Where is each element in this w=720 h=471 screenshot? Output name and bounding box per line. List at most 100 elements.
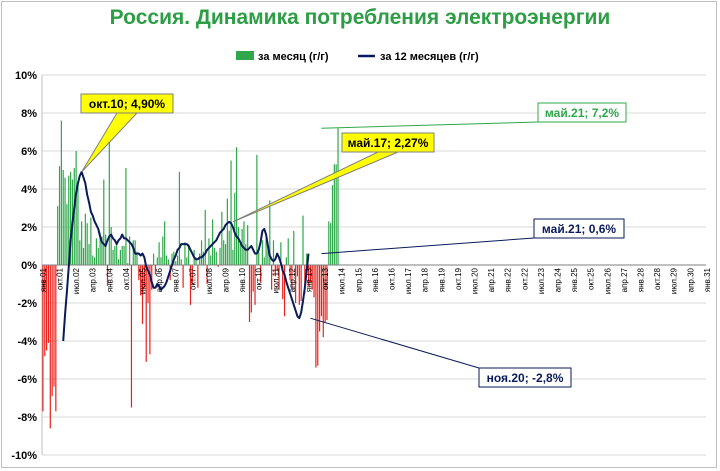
x-tick-label: янв.28 [637, 267, 646, 292]
bar [44, 265, 46, 357]
bar [293, 230, 295, 265]
bar [307, 265, 310, 286]
bar [247, 225, 249, 265]
bar [298, 265, 300, 305]
bar [335, 164, 337, 265]
annotation-leader [321, 237, 535, 255]
x-tick-label: апр.24 [554, 267, 563, 292]
bar [272, 240, 275, 265]
x-tick-label: июл.02 [72, 267, 81, 294]
bar [105, 234, 107, 265]
x-tick-label: янв.01 [39, 267, 48, 292]
bar [195, 257, 197, 265]
bar [263, 257, 265, 265]
bar [130, 265, 133, 408]
bar [141, 265, 144, 324]
x-tick-label: окт.01 [56, 267, 65, 289]
x-tick-label: июл.08 [205, 267, 214, 294]
bar [248, 265, 251, 322]
bar [239, 244, 241, 265]
x-tick-label: апр.12 [288, 267, 297, 292]
x-tick-label: янв.10 [238, 267, 247, 292]
bar [330, 223, 332, 265]
bar [182, 265, 184, 288]
bar [66, 204, 68, 265]
bar [289, 265, 291, 281]
x-tick-label: окт.04 [122, 267, 131, 289]
bar [116, 242, 118, 265]
bar [267, 246, 269, 265]
bar [282, 265, 284, 300]
bar [235, 147, 238, 265]
x-axis: янв.01 окт.01 июл.02 апр.03 янв.04 окт.04 июл.… [39, 264, 712, 294]
bar [204, 209, 206, 265]
y-tick-label: -2% [17, 298, 37, 310]
bar [186, 257, 188, 265]
x-tick-label: янв.22 [504, 267, 513, 292]
bar [69, 171, 72, 265]
annotation: ноя.20; -2,8% [310, 317, 572, 388]
bar [171, 253, 173, 265]
bar [176, 255, 179, 265]
bar [123, 246, 125, 265]
x-tick-label: апр.06 [155, 267, 164, 292]
bar [151, 265, 153, 290]
bar [315, 265, 317, 368]
bar [232, 249, 234, 265]
bar [285, 257, 287, 265]
bar [210, 255, 212, 265]
bar [200, 240, 203, 265]
bar [287, 238, 289, 265]
bar [213, 247, 216, 265]
bar [333, 164, 335, 265]
bar [119, 249, 121, 265]
bar [258, 251, 260, 265]
bar [121, 246, 123, 265]
x-tick-label: апр.09 [222, 267, 231, 292]
bar [191, 265, 193, 284]
y-tick-label: 2% [21, 222, 37, 234]
bar [47, 265, 50, 343]
x-tick-label: окт.13 [321, 267, 330, 289]
bar [245, 244, 247, 265]
annotation-box [533, 218, 625, 239]
legend: за месяц (г/г) за 12 месяцев (г/г) [236, 51, 479, 63]
bar [197, 265, 199, 288]
bar [149, 265, 151, 355]
bar [165, 255, 168, 265]
bar [75, 151, 77, 265]
bar [313, 265, 315, 298]
bar [208, 238, 210, 265]
bar [254, 265, 256, 305]
bar [243, 221, 245, 265]
bar [296, 265, 299, 277]
bar [302, 215, 304, 265]
x-tick-label: окт.19 [454, 267, 463, 289]
bar [280, 242, 282, 265]
bar [274, 265, 276, 277]
y-tick-label: 0% [21, 260, 37, 272]
bar [84, 213, 86, 265]
y-tick-label: -10% [11, 450, 37, 462]
bar [101, 236, 103, 265]
bar [226, 198, 228, 265]
bar [53, 265, 55, 387]
annotation: май.21; 0,6% [321, 218, 625, 255]
y-tick-label: 6% [21, 146, 37, 158]
bar [223, 240, 225, 265]
bar [224, 244, 227, 265]
x-tick-label: апр.03 [89, 267, 98, 292]
bar [158, 242, 160, 265]
bar [306, 253, 308, 265]
x-tick-label: июл.11 [271, 267, 280, 293]
bar [320, 265, 323, 317]
bar [184, 242, 186, 265]
bar [129, 236, 131, 265]
annotation: май.21; 7,2% [321, 102, 627, 129]
y-tick-label: 4% [21, 184, 37, 196]
bar [219, 247, 221, 265]
bar [81, 221, 83, 265]
bar [46, 265, 48, 351]
bar [57, 206, 59, 265]
